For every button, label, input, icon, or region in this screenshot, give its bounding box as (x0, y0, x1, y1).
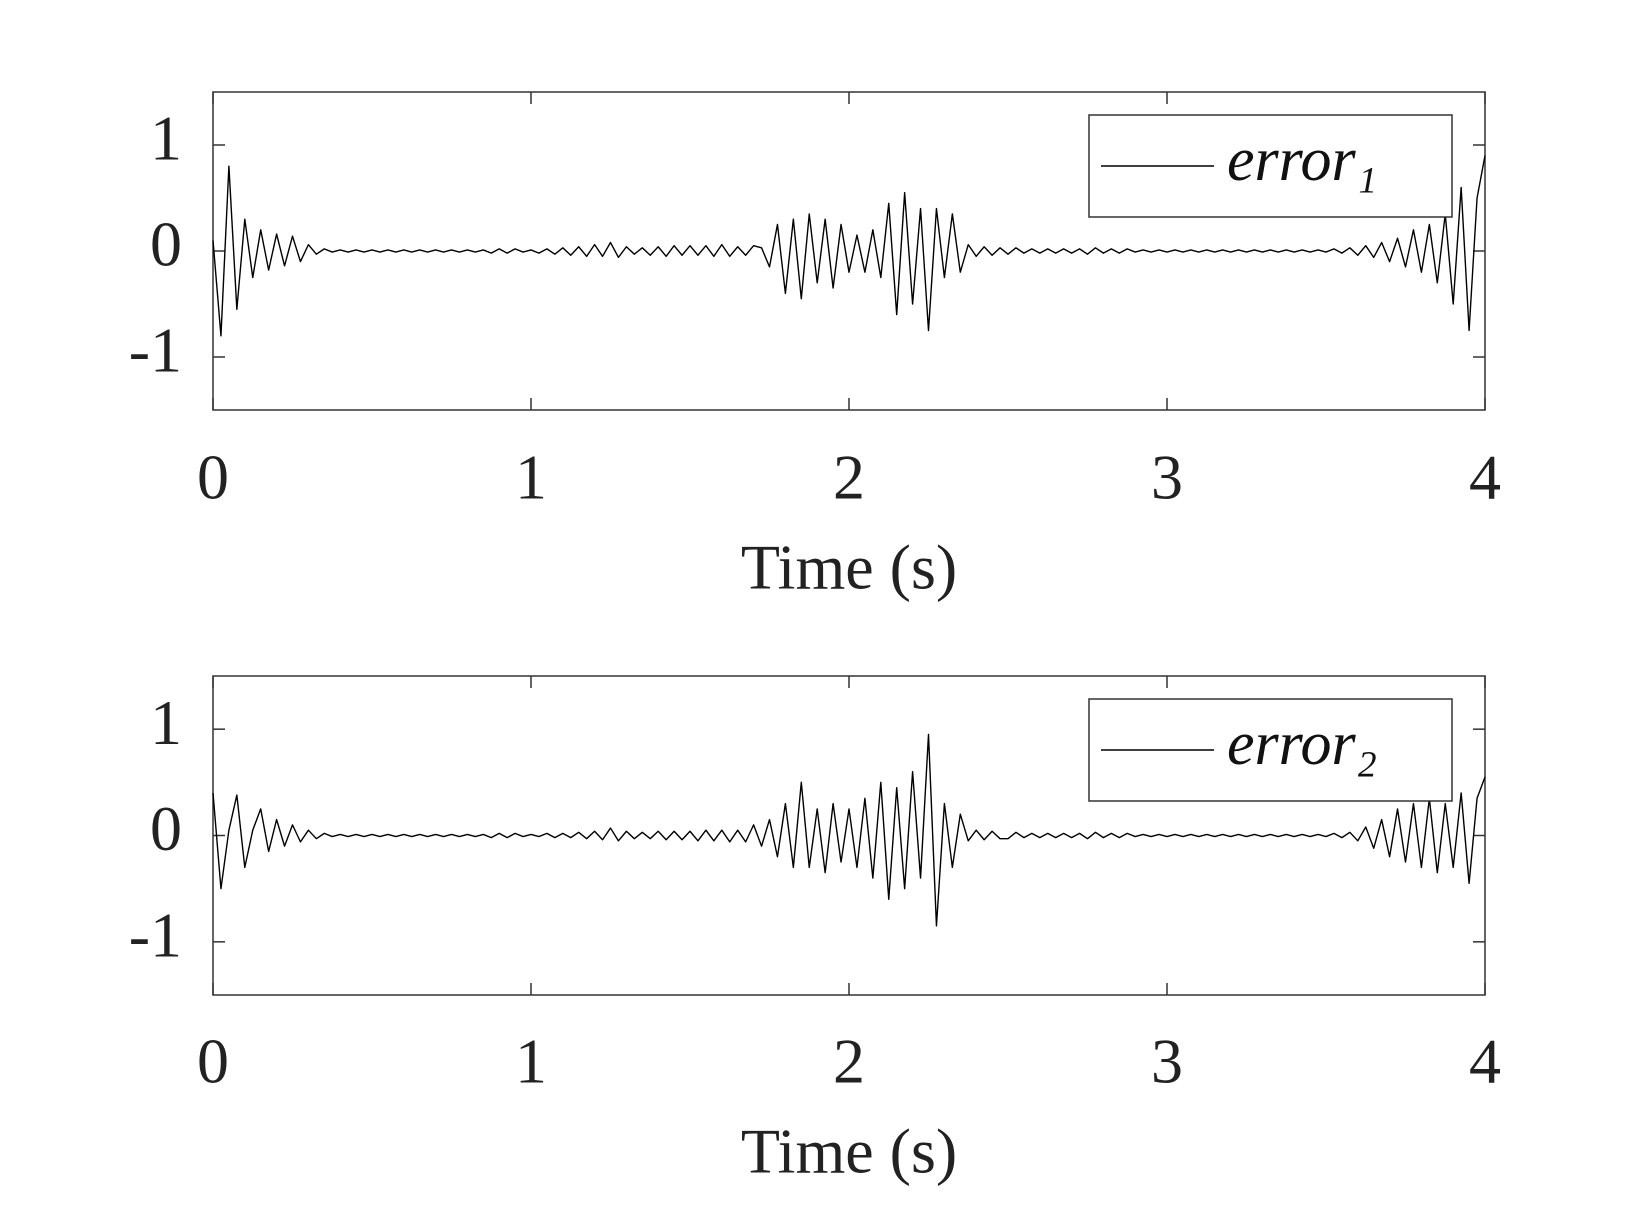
x-tick-label: 1 (515, 442, 547, 513)
y-tick-label: 1 (150, 687, 182, 758)
y-tick-label: 0 (150, 793, 182, 864)
error-line (212, 733, 1486, 927)
y-tick-label: 1 (150, 103, 182, 174)
x-tick-label: 0 (197, 442, 229, 513)
error-line (212, 155, 1486, 337)
x-tick-label: 2 (833, 442, 865, 513)
x-tick-label: 4 (1469, 442, 1501, 513)
y-tick-label: -1 (129, 900, 182, 971)
x-tick-label: 3 (1151, 442, 1183, 513)
x-tick-label: 2 (833, 1026, 865, 1097)
legend-label: error₂ (1227, 710, 1377, 778)
x-tick-label: 1 (515, 1026, 547, 1097)
x-axis-label: Time (s) (741, 532, 957, 603)
x-axis-label: Time (s) (741, 1116, 957, 1187)
x-tick-label: 3 (1151, 1026, 1183, 1097)
legend: error₂ (1088, 698, 1453, 802)
y-tick-label: -1 (129, 315, 182, 386)
legend: error₁ (1088, 114, 1453, 218)
x-tick-label: 4 (1469, 1026, 1501, 1097)
legend-label: error₁ (1227, 126, 1377, 194)
y-tick-label: 0 (150, 209, 182, 280)
x-tick-label: 0 (197, 1026, 229, 1097)
